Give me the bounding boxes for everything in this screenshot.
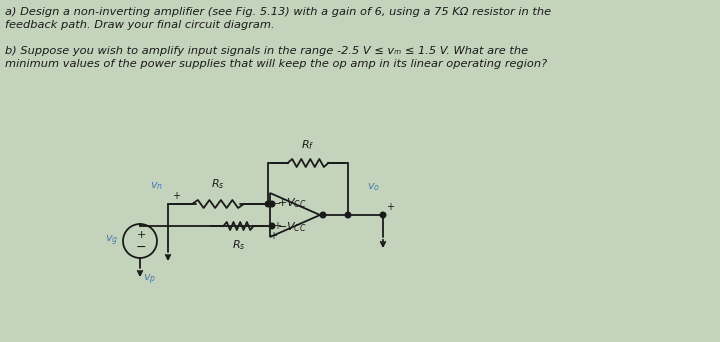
Circle shape [380,212,386,218]
Text: $v_n$: $v_n$ [150,180,163,192]
Text: $R_s$: $R_s$ [211,177,225,191]
Text: a) Design a non-inverting amplifier (see Fig. 5.13) with a gain of 6, using a 75: a) Design a non-inverting amplifier (see… [5,7,551,17]
Text: $v_p$: $v_p$ [143,273,156,287]
Text: −: − [136,240,146,253]
Text: +: + [136,230,145,240]
Text: −: − [273,199,281,209]
Text: $+V_{CC}$: $+V_{CC}$ [277,196,307,210]
Text: +: + [172,191,180,201]
Circle shape [320,212,325,218]
Text: feedback path. Draw your final circuit diagram.: feedback path. Draw your final circuit d… [5,20,274,30]
Text: minimum values of the power supplies that will keep the op amp in its linear ope: minimum values of the power supplies tha… [5,59,547,69]
Text: $v_g$: $v_g$ [105,234,118,248]
Text: +: + [386,202,394,212]
Text: +: + [273,221,281,231]
Text: $R_s$: $R_s$ [232,238,246,252]
Circle shape [345,212,351,218]
Circle shape [269,223,275,229]
Text: b) Suppose you wish to amplify input signals in the range -2.5 V ≤ vₘ ≤ 1.5 V. W: b) Suppose you wish to amplify input sig… [5,46,528,56]
Text: +: + [269,231,277,241]
Text: $v_o$: $v_o$ [366,181,379,193]
Circle shape [269,201,275,207]
Text: $R_f$: $R_f$ [301,138,315,152]
Circle shape [265,201,271,207]
Text: $-V_{CC}$: $-V_{CC}$ [277,220,307,234]
